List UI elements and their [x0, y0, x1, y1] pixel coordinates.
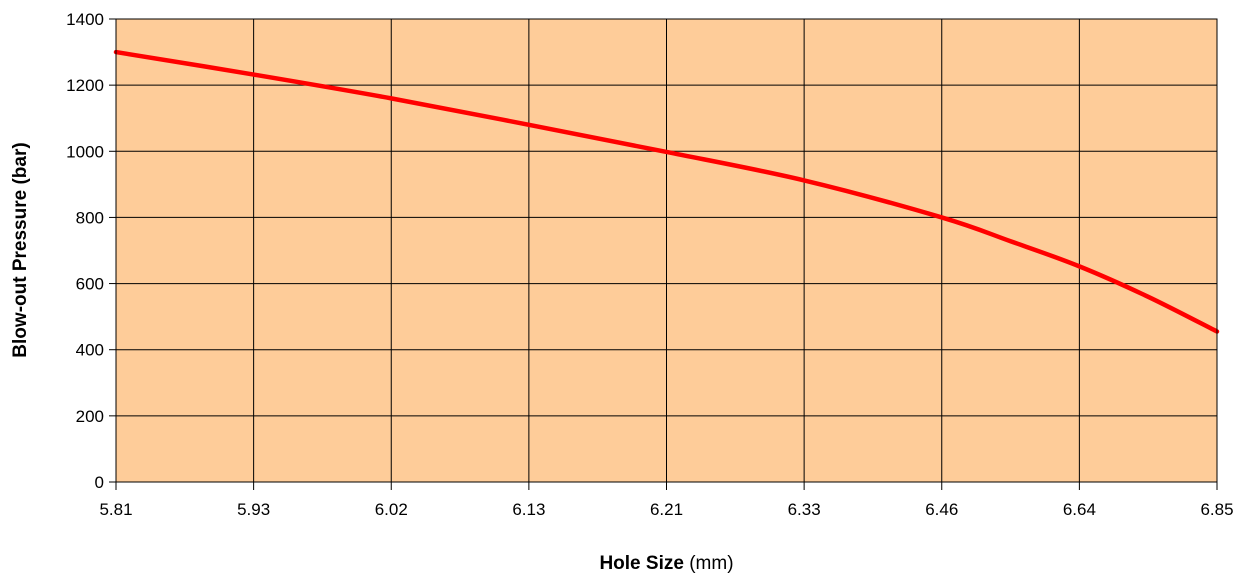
plot-border: [115, 18, 1218, 483]
y-tick-label: 1200: [66, 76, 104, 95]
y-tick-label: 400: [76, 341, 104, 360]
x-axis-title: Hole Size (mm): [599, 553, 733, 574]
axis-ticks: [109, 18, 1218, 490]
y-tick-label: 1400: [66, 10, 104, 29]
y-tick-label: 200: [76, 407, 104, 426]
x-tick-label: 6.85: [1200, 500, 1233, 519]
x-tick-label: 6.46: [925, 500, 958, 519]
series-line: [113, 49, 1220, 334]
y-axis-title: Blow-out Pressure (bar): [10, 142, 31, 357]
x-tick-label: 5.93: [237, 500, 270, 519]
x-tick-label: 6.02: [375, 500, 408, 519]
x-tick-labels: 5.81 5.93 6.02 6.13 6.21 6.33 6.46 6.64 6.85: [99, 500, 1233, 519]
x-tick-label: 6.33: [788, 500, 821, 519]
x-tick-label: 6.13: [512, 500, 545, 519]
x-tick-label: 6.64: [1063, 500, 1096, 519]
x-axis-title-main: Hole Size: [599, 553, 683, 574]
y-tick-label: 600: [76, 275, 104, 294]
y-tick-label: 1000: [66, 142, 104, 161]
x-tick-label: 6.21: [650, 500, 683, 519]
x-tick-label: 5.81: [99, 500, 132, 519]
y-tick-labels: 0 200 400 600 800 1000 1200 1400: [66, 10, 104, 492]
y-tick-label: 800: [76, 208, 104, 227]
y-tick-label: 0: [95, 473, 104, 492]
x-axis-title-unit: (mm): [689, 553, 733, 574]
